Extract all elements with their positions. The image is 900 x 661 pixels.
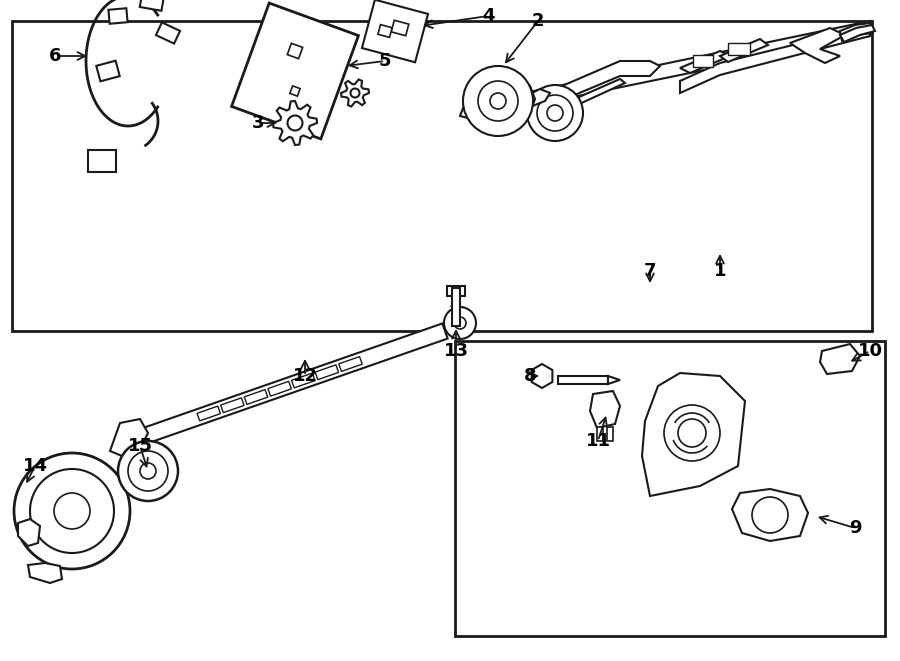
Circle shape — [463, 66, 533, 136]
Circle shape — [54, 493, 90, 529]
Circle shape — [118, 441, 178, 501]
Text: 11: 11 — [586, 432, 610, 450]
Circle shape — [444, 307, 476, 339]
Bar — [597, 427, 603, 441]
Polygon shape — [96, 61, 120, 81]
Circle shape — [287, 116, 302, 130]
Circle shape — [527, 85, 583, 141]
Polygon shape — [680, 26, 870, 93]
Polygon shape — [197, 406, 220, 421]
Polygon shape — [680, 51, 730, 73]
Polygon shape — [590, 391, 620, 428]
Polygon shape — [500, 89, 550, 116]
Circle shape — [350, 89, 359, 98]
Text: 4: 4 — [482, 7, 494, 25]
Bar — [558, 376, 608, 384]
Circle shape — [454, 317, 466, 329]
Text: 1: 1 — [714, 262, 726, 280]
Polygon shape — [128, 323, 447, 449]
Polygon shape — [18, 519, 40, 546]
Circle shape — [752, 497, 788, 533]
Polygon shape — [550, 61, 660, 99]
Circle shape — [490, 93, 506, 109]
Polygon shape — [273, 101, 317, 145]
Circle shape — [537, 95, 573, 131]
Circle shape — [140, 463, 156, 479]
Polygon shape — [362, 0, 428, 62]
Circle shape — [547, 105, 563, 121]
Text: 15: 15 — [128, 437, 152, 455]
Text: 9: 9 — [849, 519, 861, 537]
Circle shape — [478, 81, 518, 121]
Bar — [728, 43, 750, 55]
Circle shape — [30, 469, 114, 553]
Polygon shape — [378, 24, 392, 38]
Text: 14: 14 — [22, 457, 48, 475]
Polygon shape — [840, 25, 875, 42]
Text: 7: 7 — [644, 262, 656, 280]
Polygon shape — [447, 286, 465, 296]
Polygon shape — [642, 373, 745, 496]
Polygon shape — [108, 8, 128, 24]
Polygon shape — [292, 373, 315, 388]
Text: 3: 3 — [252, 114, 265, 132]
Polygon shape — [392, 20, 409, 36]
Circle shape — [14, 453, 130, 569]
Polygon shape — [558, 79, 625, 111]
Polygon shape — [820, 344, 860, 374]
Text: 2: 2 — [532, 12, 544, 30]
Polygon shape — [244, 389, 267, 405]
Polygon shape — [341, 79, 369, 106]
Bar — [452, 288, 460, 326]
Polygon shape — [268, 381, 292, 396]
Polygon shape — [88, 150, 116, 172]
Bar — [455, 341, 885, 636]
Text: 8: 8 — [524, 367, 536, 385]
Bar — [693, 55, 713, 67]
Text: 13: 13 — [444, 342, 469, 360]
Polygon shape — [732, 489, 808, 541]
Circle shape — [664, 405, 720, 461]
Polygon shape — [608, 376, 620, 384]
Polygon shape — [110, 419, 148, 456]
Text: 12: 12 — [292, 367, 318, 385]
Polygon shape — [790, 28, 845, 63]
Polygon shape — [156, 22, 180, 44]
Polygon shape — [840, 23, 872, 41]
Circle shape — [678, 419, 706, 447]
Polygon shape — [290, 86, 300, 96]
Circle shape — [128, 451, 168, 491]
Polygon shape — [720, 39, 768, 62]
Polygon shape — [460, 78, 535, 123]
Text: 6: 6 — [49, 47, 61, 65]
Polygon shape — [287, 44, 302, 59]
Text: 5: 5 — [379, 52, 392, 70]
Polygon shape — [315, 365, 338, 379]
Polygon shape — [140, 0, 164, 11]
Polygon shape — [338, 356, 362, 371]
Polygon shape — [532, 364, 553, 388]
Polygon shape — [490, 21, 870, 113]
Bar — [12, 21, 872, 331]
Bar — [607, 427, 613, 441]
Polygon shape — [220, 398, 244, 412]
Polygon shape — [231, 3, 358, 139]
Text: 10: 10 — [858, 342, 883, 360]
Polygon shape — [28, 563, 62, 583]
